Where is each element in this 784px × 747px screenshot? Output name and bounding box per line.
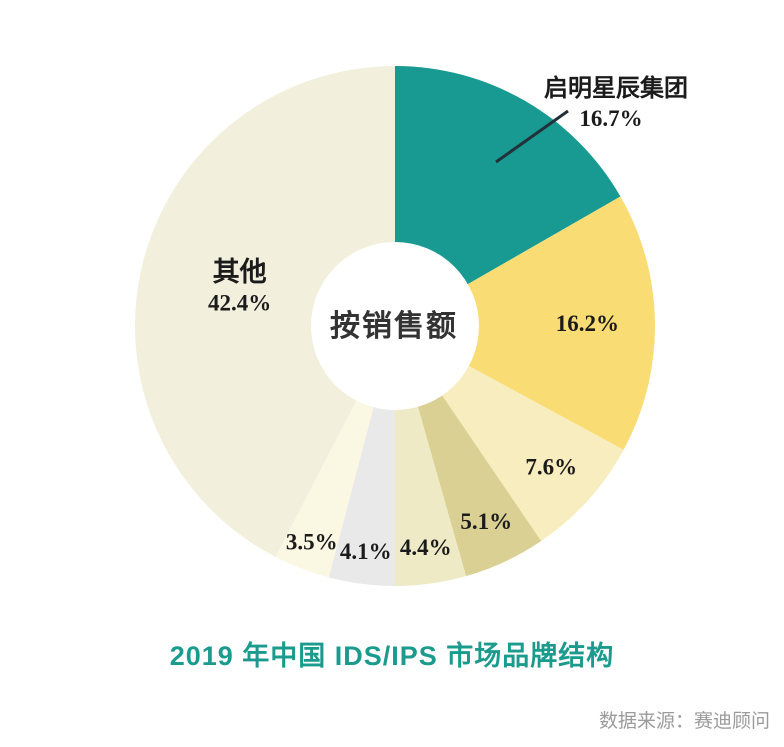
callout-leader-line bbox=[495, 109, 569, 164]
slice-label-value: 4.1% bbox=[340, 539, 392, 564]
chart-title: 2019 年中国 IDS/IPS 市场品牌结构 bbox=[169, 641, 615, 671]
slice-label-value: 3.5% bbox=[286, 529, 338, 554]
callout-label-value: 16.7% bbox=[579, 106, 642, 131]
slice-label-value: 7.6% bbox=[525, 455, 577, 480]
pie-slice-其他 bbox=[134, 65, 395, 557]
center-label: 按销售额 bbox=[330, 310, 458, 343]
donut-hole bbox=[311, 242, 479, 410]
callout-label-name: 启明星辰集团 bbox=[544, 74, 688, 102]
data-source: 数据来源：赛迪顾问 bbox=[598, 711, 770, 732]
slice-label-value: 5.1% bbox=[460, 509, 512, 534]
slice-label-name: 其他 bbox=[213, 257, 267, 287]
pie-slice-16.2% bbox=[395, 196, 655, 450]
slice-label-value: 42.4% bbox=[208, 291, 271, 316]
slice-label-value: 16.2% bbox=[556, 311, 619, 336]
pie-slice-启明星辰集团 bbox=[395, 66, 621, 326]
slice-label-value: 4.4% bbox=[400, 535, 452, 560]
pie-wedges bbox=[134, 65, 655, 586]
slice-labels: 16.2% 7.6% 5.1% 4.4% 4.1%3.5% 其他 42.4% bbox=[208, 257, 619, 564]
